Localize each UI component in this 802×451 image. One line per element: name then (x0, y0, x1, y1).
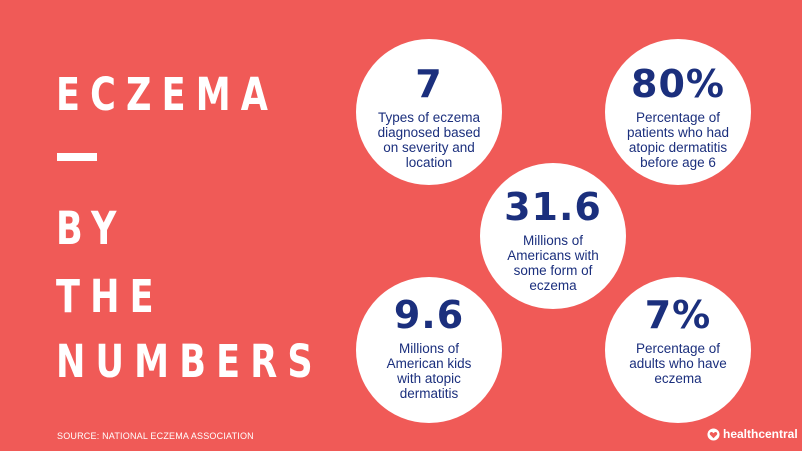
stat-circle-kids: 9.6 Millions of American kids with atopi… (356, 277, 502, 423)
title-eczema: ECZEMA (56, 68, 279, 121)
stat-circle-adults: 7% Percentage of adults who have eczema (605, 277, 751, 423)
brand-name: healthcentral (723, 427, 798, 441)
stat-value: 31.6 (504, 185, 602, 229)
brand-logo: healthcentral (707, 427, 798, 441)
stat-value: 9.6 (393, 293, 465, 337)
title-by: BY (56, 202, 127, 255)
stat-description: Millions of American kids with atopic de… (386, 341, 472, 401)
stat-description: Millions of Americans with some form of … (507, 233, 599, 293)
source-credit: SOURCE: NATIONAL ECZEMA ASSOCIATION (57, 431, 254, 441)
healthcentral-logo-icon (707, 427, 720, 441)
stat-value: 80% (631, 62, 725, 106)
title-dash (57, 153, 97, 161)
stat-circle-americans: 31.6 Millions of Americans with some for… (480, 163, 626, 309)
stat-description: Types of eczema diagnosed based on sever… (377, 110, 481, 170)
stat-description: Percentage of adults who have eczema (629, 341, 727, 386)
stat-circle-childhood-onset: 80% Percentage of patients who had atopi… (605, 39, 751, 185)
title-the: THE (56, 270, 164, 323)
stat-value: 7 (415, 62, 443, 106)
stat-circle-eczema-types: 7 Types of eczema diagnosed based on sev… (356, 39, 502, 185)
title-numbers: NUMBERS (56, 335, 323, 388)
stat-value: 7% (644, 293, 712, 337)
stat-description: Percentage of patients who had atopic de… (626, 110, 730, 170)
